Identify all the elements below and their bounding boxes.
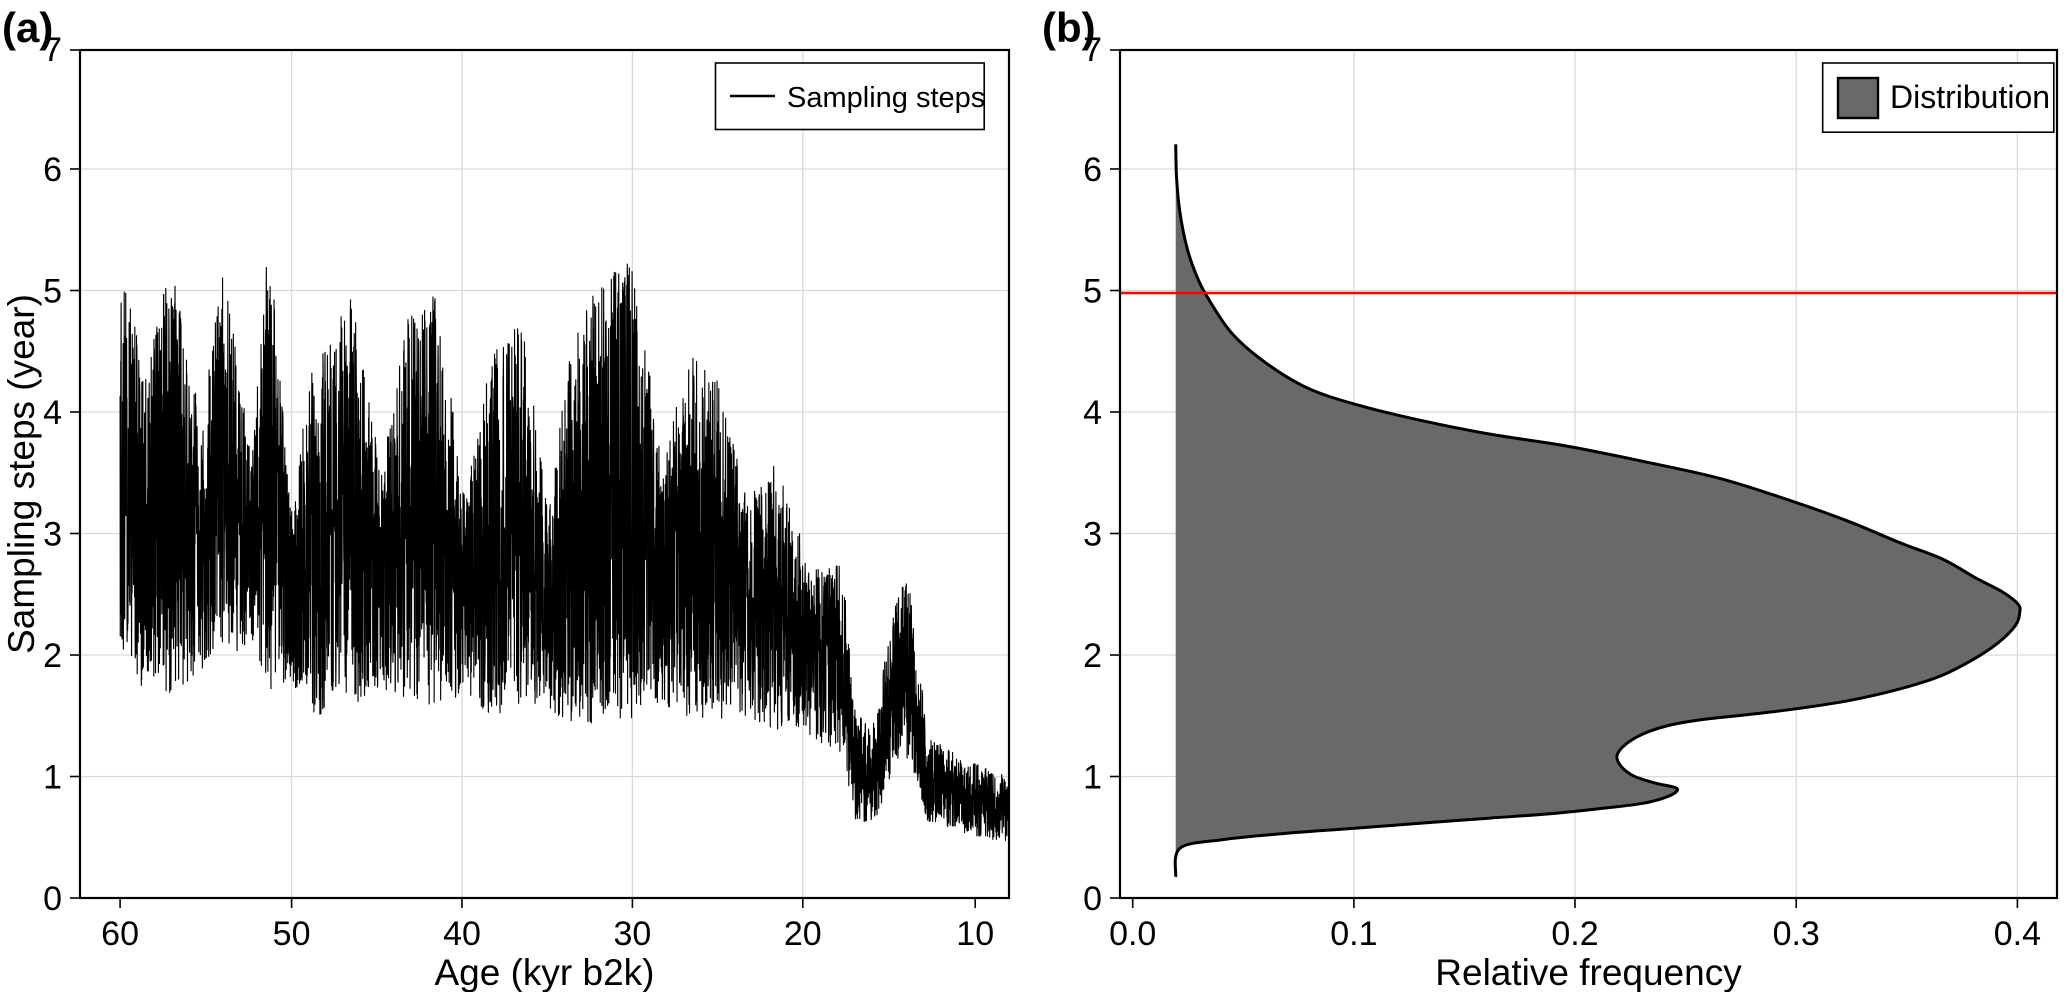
svg-text:4: 4 xyxy=(1083,394,1102,432)
svg-text:0.4: 0.4 xyxy=(1994,915,2041,953)
svg-text:0: 0 xyxy=(43,880,62,918)
svg-text:0.0: 0.0 xyxy=(1109,915,1156,953)
svg-text:Sampling steps (year): Sampling steps (year) xyxy=(1,294,42,654)
svg-text:20: 20 xyxy=(784,915,822,953)
svg-text:Relative frequency: Relative frequency xyxy=(1435,952,1742,992)
svg-text:3: 3 xyxy=(1083,516,1102,554)
svg-text:0.1: 0.1 xyxy=(1330,915,1377,953)
svg-text:0: 0 xyxy=(1083,880,1102,918)
svg-text:(b): (b) xyxy=(1042,4,1096,51)
svg-text:Age (kyr b2k): Age (kyr b2k) xyxy=(434,952,654,992)
svg-text:10: 10 xyxy=(956,915,994,953)
svg-text:2: 2 xyxy=(1083,637,1102,675)
svg-text:Sampling steps: Sampling steps xyxy=(787,82,985,114)
svg-text:1: 1 xyxy=(43,759,62,797)
svg-text:3: 3 xyxy=(43,516,62,554)
svg-text:0.3: 0.3 xyxy=(1773,915,1820,953)
svg-text:6: 6 xyxy=(1083,151,1102,189)
svg-text:5: 5 xyxy=(1083,273,1102,311)
svg-text:(a): (a) xyxy=(2,4,53,51)
svg-text:1: 1 xyxy=(1083,759,1102,797)
svg-text:Distribution: Distribution xyxy=(1890,79,2050,115)
svg-text:30: 30 xyxy=(613,915,651,953)
svg-text:60: 60 xyxy=(101,915,139,953)
svg-text:40: 40 xyxy=(443,915,481,953)
svg-text:2: 2 xyxy=(43,637,62,675)
svg-text:5: 5 xyxy=(43,273,62,311)
svg-text:0.2: 0.2 xyxy=(1551,915,1598,953)
svg-text:6: 6 xyxy=(43,151,62,189)
svg-text:4: 4 xyxy=(43,394,62,432)
svg-text:50: 50 xyxy=(273,915,311,953)
